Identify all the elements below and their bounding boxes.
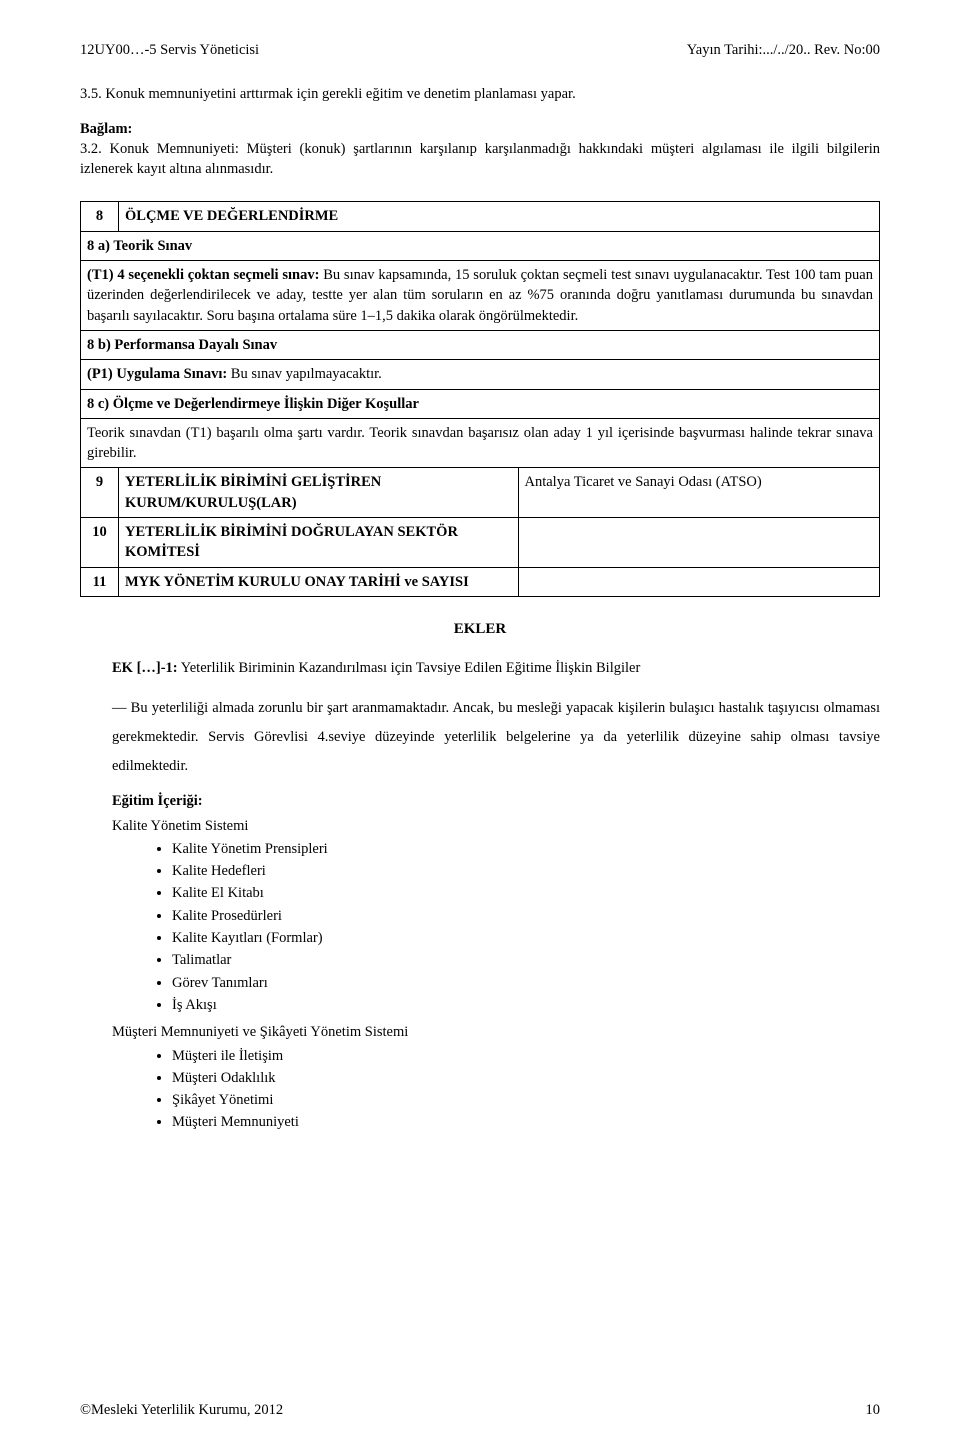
baglam-label: Bağlam: [80, 119, 880, 139]
ek-rest: Yeterlilik Biriminin Kazandırılması için… [178, 660, 641, 676]
footer-page-number: 10 [866, 1400, 881, 1420]
list-item: Kalite El Kitabı [172, 882, 880, 904]
row8a-body: (T1) 4 seçenekli çoktan seçmeli sınav: B… [81, 261, 880, 331]
list-item: Talimatlar [172, 949, 880, 971]
ek-prefix: EK […]-1: [112, 660, 178, 676]
header-left: 12UY00…-5 Servis Yöneticisi [80, 40, 259, 60]
list-item: Müşteri Odaklılık [172, 1067, 880, 1089]
row10-num: 10 [81, 518, 119, 568]
table-row: 8 a) Teorik Sınav [81, 231, 880, 260]
list-item: Şikâyet Yönetimi [172, 1089, 880, 1111]
page-header: 12UY00…-5 Servis Yöneticisi Yayın Tarihi… [80, 40, 880, 60]
group1-title: Kalite Yönetim Sistemi [112, 816, 880, 836]
table-row: 8 c) Ölçme ve Değerlendirmeye İlişkin Di… [81, 389, 880, 418]
baglam-text: 3.2. Konuk Memnuniyeti: Müşteri (konuk) … [80, 139, 880, 180]
table-row: 9 YETERLİLİK BİRİMİNİ GELİŞTİREN KURUM/K… [81, 468, 880, 518]
row10-right [518, 518, 880, 568]
table-row: 10 YETERLİLİK BİRİMİNİ DOĞRULAYAN SEKTÖR… [81, 518, 880, 568]
row11-left: MYK YÖNETİM KURULU ONAY TARİHİ ve SAYISI [119, 567, 519, 596]
row8b-lead: (P1) Uygulama Sınavı: [87, 366, 227, 382]
row8b-rest: Bu sınav yapılmayacaktır. [227, 366, 382, 382]
egitim-heading: Eğitim İçeriği: [112, 791, 880, 811]
row9-left: YETERLİLİK BİRİMİNİ GELİŞTİREN KURUM/KUR… [119, 468, 519, 518]
row9-num: 9 [81, 468, 119, 518]
list-item: Müşteri ile İletişim [172, 1045, 880, 1067]
ekler-title: EKLER [80, 619, 880, 640]
table-row: (P1) Uygulama Sınavı: Bu sınav yapılmaya… [81, 360, 880, 389]
row8b-label: 8 b) Performansa Dayalı Sınav [81, 330, 880, 359]
table-row: 11 MYK YÖNETİM KURULU ONAY TARİHİ ve SAY… [81, 567, 880, 596]
list-item: Görev Tanımları [172, 972, 880, 994]
row8c-body: Teorik sınavdan (T1) başarılı olma şartı… [81, 418, 880, 468]
assessment-table: 8 ÖLÇME VE DEĞERLENDİRME 8 a) Teorik Sın… [80, 201, 880, 596]
intro-line: 3.5. Konuk memnuniyetini arttırmak için … [80, 84, 880, 104]
row11-right [518, 567, 880, 596]
list-item: Kalite Prosedürleri [172, 905, 880, 927]
table-row: Teorik sınavdan (T1) başarılı olma şartı… [81, 418, 880, 468]
table-row: (T1) 4 seçenekli çoktan seçmeli sınav: B… [81, 261, 880, 331]
row9-right: Antalya Ticaret ve Sanayi Odası (ATSO) [518, 468, 880, 518]
row10-left: YETERLİLİK BİRİMİNİ DOĞRULAYAN SEKTÖR KO… [119, 518, 519, 568]
group2-list: Müşteri ile İletişim Müşteri Odaklılık Ş… [172, 1045, 880, 1134]
row11-num: 11 [81, 567, 119, 596]
group2-title: Müşteri Memnuniyeti ve Şikâyeti Yönetim … [112, 1022, 880, 1042]
ek-heading: EK […]-1: Yeterlilik Biriminin Kazandırı… [112, 658, 880, 678]
row8a-lead: (T1) 4 seçenekli çoktan seçmeli sınav: [87, 267, 319, 283]
table-row: 8 b) Performansa Dayalı Sınav [81, 330, 880, 359]
table-row: 8 ÖLÇME VE DEĞERLENDİRME [81, 202, 880, 231]
page-footer: ©Mesleki Yeterlilik Kurumu, 2012 10 [80, 1400, 880, 1420]
list-item: Kalite Hedefleri [172, 860, 880, 882]
row8b-body: (P1) Uygulama Sınavı: Bu sınav yapılmaya… [81, 360, 880, 389]
ek-paragraph: Bu yeterliliği almada zorunlu bir şart a… [112, 694, 880, 781]
row8-num: 8 [81, 202, 119, 231]
row8a-label: 8 a) Teorik Sınav [81, 231, 880, 260]
row8c-label: 8 c) Ölçme ve Değerlendirmeye İlişkin Di… [81, 389, 880, 418]
list-item: İş Akışı [172, 994, 880, 1016]
list-item: Müşteri Memnuniyeti [172, 1111, 880, 1133]
row8-label: ÖLÇME VE DEĞERLENDİRME [119, 202, 880, 231]
footer-left: ©Mesleki Yeterlilik Kurumu, 2012 [80, 1400, 283, 1420]
header-right: Yayın Tarihi:.../../20.. Rev. No:00 [687, 40, 880, 60]
list-item: Kalite Kayıtları (Formlar) [172, 927, 880, 949]
list-item: Kalite Yönetim Prensipleri [172, 838, 880, 860]
group1-list: Kalite Yönetim Prensipleri Kalite Hedefl… [172, 838, 880, 1016]
